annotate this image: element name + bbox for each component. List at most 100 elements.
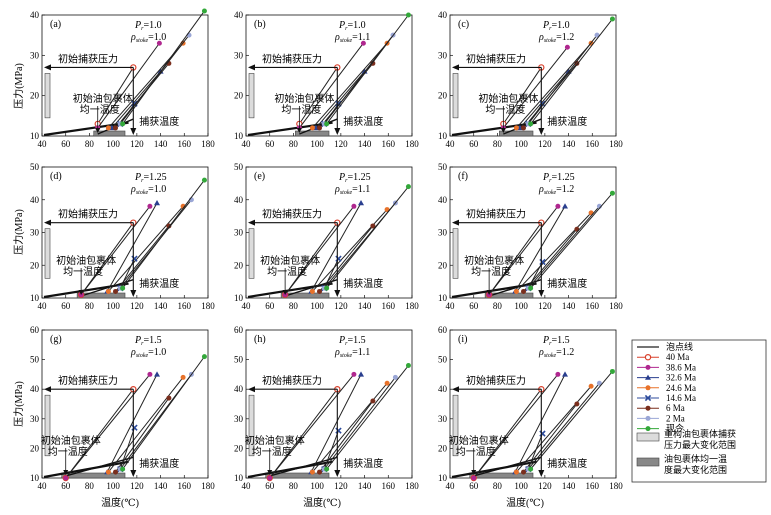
isochore-line — [319, 225, 374, 292]
x-tick-label: 140 — [154, 139, 168, 149]
y-tick-label: 50 — [30, 355, 40, 365]
homog-temp-pointer-head — [78, 290, 84, 295]
homog-range-box — [469, 472, 534, 479]
x-tick-label: 140 — [562, 301, 576, 311]
data-point-start — [120, 285, 126, 291]
y-tick-label: 20 — [234, 91, 244, 101]
init-homog-label-2: 均一温度 — [63, 265, 103, 278]
capture-temperature-label: 捕获温度 — [139, 457, 179, 470]
x-axis-label-right: 温度(℃) — [506, 496, 544, 509]
y-tick-label: 30 — [234, 50, 244, 60]
x-tick-label: 160 — [586, 481, 600, 491]
trapping-temperature-arrow-head — [130, 290, 137, 297]
data-point-end — [564, 44, 570, 50]
legend-homog-range-line2: 度最大变化范围 — [664, 464, 727, 475]
x-tick-label: 120 — [130, 139, 144, 149]
y-tick-label: 30 — [234, 228, 244, 238]
data-point-start — [317, 288, 323, 294]
y-tick-label: 30 — [234, 414, 244, 424]
x-tick-label: 100 — [514, 481, 528, 491]
y-tick-label: 20 — [438, 91, 448, 101]
homog-range-box — [295, 130, 330, 137]
legend-item: 24.6 Ma — [637, 383, 696, 393]
data-point-start — [309, 125, 315, 131]
data-point-start — [324, 285, 330, 291]
init-homog-label-2: 均一温度 — [485, 103, 525, 116]
data-point-end — [539, 430, 546, 437]
capture-temperature-label: 捕获温度 — [547, 277, 587, 290]
rho-label: ρstoke=1.1 — [334, 184, 370, 196]
y-tick-label: 30 — [30, 228, 40, 238]
legend-marker — [645, 385, 651, 391]
data-point-end — [131, 255, 138, 262]
chart-panel-7: 40 60 80 100 120 140 160 180 10 20 30 40 50 60 (g) Pr=1… — [30, 325, 215, 491]
data-point-end — [166, 395, 172, 401]
y-tick-label: 40 — [30, 384, 40, 394]
x-tick-label: 60 — [265, 301, 275, 311]
data-point-end — [131, 424, 138, 431]
y-tick-label: 50 — [234, 162, 244, 172]
homog-temp-pointer-head — [471, 470, 477, 475]
isochore-line — [502, 46, 568, 129]
x-tick-label: 120 — [130, 481, 144, 491]
data-point-end — [154, 200, 161, 206]
data-point-end — [370, 223, 376, 229]
data-point-start — [324, 121, 330, 127]
data-point-end — [609, 368, 615, 374]
data-point-start — [105, 288, 111, 294]
data-point-end — [574, 401, 580, 407]
init-homog-label-1: 初始油包裹体 — [56, 254, 116, 267]
panel-letter: (f) — [458, 171, 468, 182]
chart-panel-9: 40 60 80 100 120 140 160 180 10 20 30 40 50 60 (i) Pr=1… — [438, 325, 623, 491]
chart-panel-8: 40 60 80 100 120 140 160 180 10 20 30 40 50 60 (h) Pr=1… — [234, 325, 419, 491]
homog-range-box — [499, 130, 534, 137]
x-tick-label: 140 — [358, 481, 372, 491]
rho-label: ρstoke=1.2 — [538, 184, 574, 196]
data-point-start — [113, 125, 119, 131]
rho-label: ρstoke=1.1 — [334, 347, 370, 359]
y-axis-label-row1: 压力(MPa) — [12, 63, 25, 109]
x-tick-label: 180 — [405, 301, 419, 311]
legend-label: 32.6 Ma — [666, 373, 696, 383]
x-tick-label: 40 — [446, 301, 456, 311]
x-tick-label: 40 — [242, 481, 252, 491]
homog-temp-pointer-head — [63, 470, 69, 475]
isochore-line — [284, 205, 355, 296]
capture-temperature-label: 捕获温度 — [547, 115, 587, 128]
homog-range-box — [76, 292, 126, 299]
x-tick-label: 180 — [201, 301, 215, 311]
init-homog-label-1: 初始油包裹体 — [449, 434, 509, 447]
data-point-end — [555, 203, 561, 209]
y-axis-label-row3: 压力(MPa) — [12, 381, 25, 427]
data-point-start — [528, 285, 534, 291]
x-tick-label: 180 — [609, 139, 623, 149]
init-homog-label-2: 均一温度 — [471, 265, 511, 278]
x-axis-label-left: 温度(℃) — [101, 496, 139, 509]
isochore-line — [519, 71, 569, 129]
data-point-end — [596, 380, 602, 386]
isochore-line — [65, 374, 151, 479]
trapping-temperature-arrow-head — [538, 290, 545, 297]
isochore-line — [108, 377, 184, 473]
data-point-start — [513, 469, 519, 475]
panel-letter: (e) — [254, 171, 265, 182]
isochore-line — [310, 202, 362, 292]
x-tick-label: 180 — [405, 139, 419, 149]
isochore-line — [523, 228, 578, 292]
init-homog-label-2: 均一温度 — [267, 265, 307, 278]
chart-panel-5: 40 60 80 100 120 140 160 180 10 20 30 40 50 (e) Pr=1.2… — [234, 162, 419, 311]
capture-temperature-label: 捕获温度 — [343, 277, 383, 290]
x-tick-label: 140 — [154, 301, 168, 311]
pr-label: Pr=1.5 — [338, 335, 366, 347]
legend-item: 2 Ma — [637, 413, 685, 423]
x-tick-label: 120 — [538, 301, 552, 311]
y-tick-label: 30 — [438, 414, 448, 424]
isochore-line — [514, 206, 566, 292]
trapping-temperature-arrow-head — [334, 470, 341, 477]
legend-homog-range-swatch — [636, 457, 660, 467]
initial-pressure-label: 初始捕获压力 — [466, 52, 526, 65]
isochore-line — [312, 42, 388, 129]
